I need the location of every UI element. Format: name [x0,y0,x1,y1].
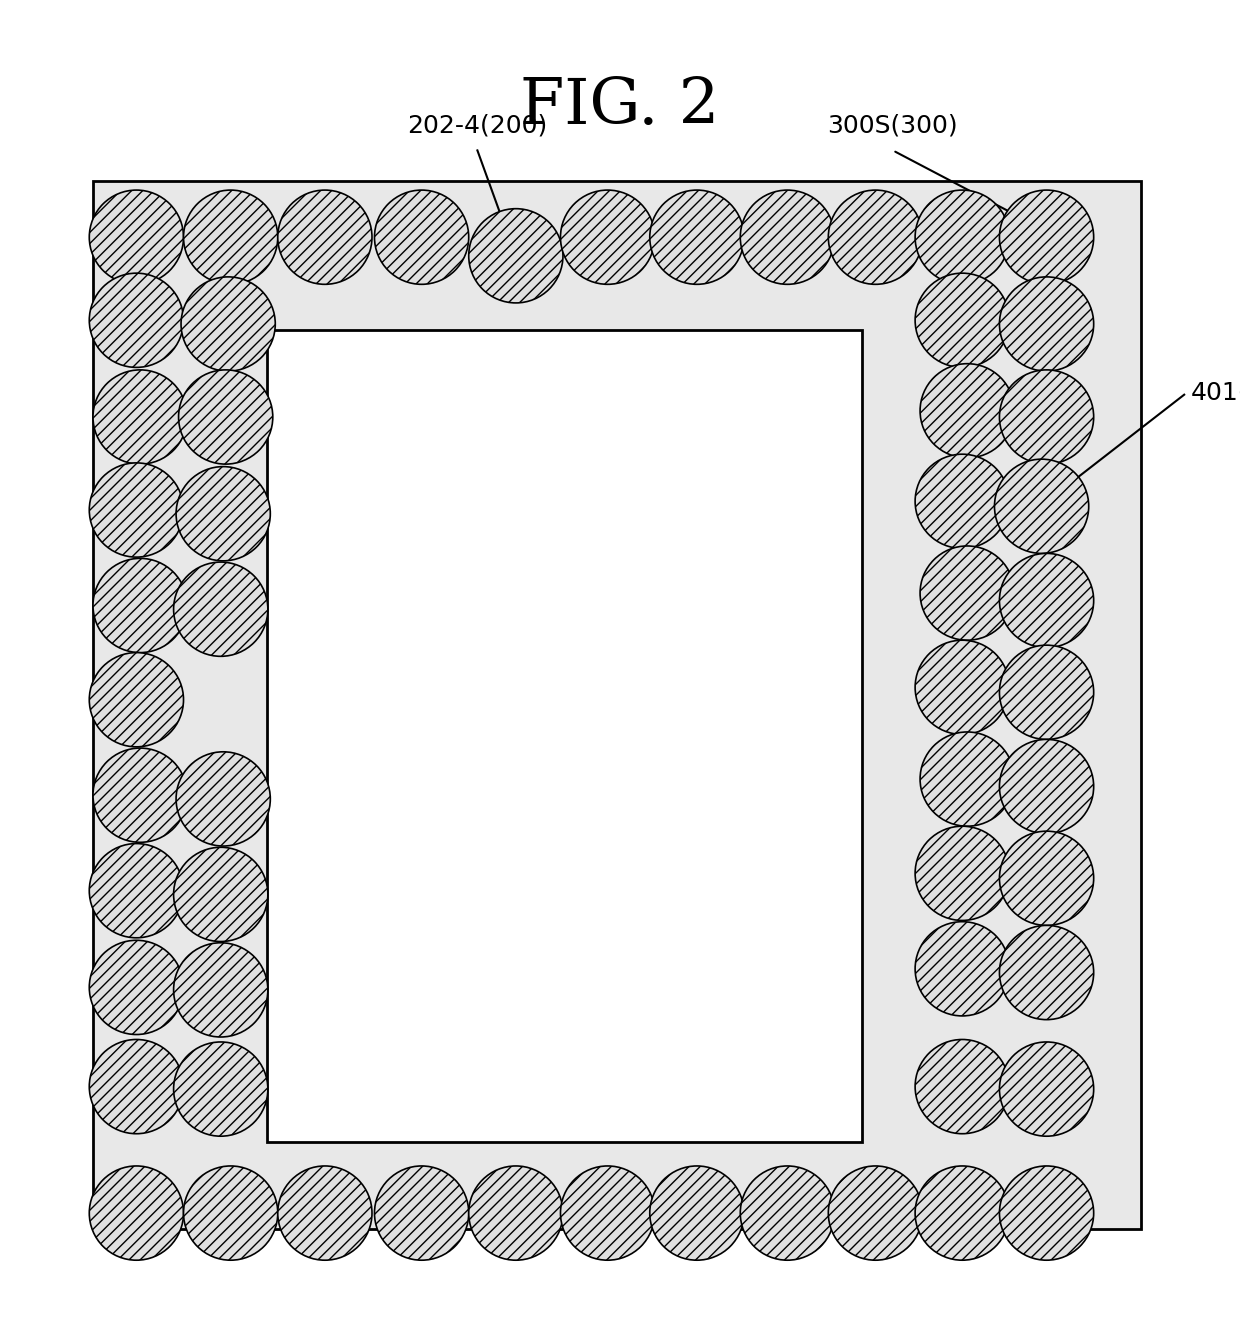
Circle shape [174,563,268,656]
Circle shape [920,363,1014,458]
Circle shape [174,847,268,942]
Circle shape [740,1166,835,1261]
Circle shape [93,747,187,842]
Circle shape [374,1166,469,1261]
Circle shape [915,1040,1009,1133]
Circle shape [999,277,1094,371]
Circle shape [89,190,184,285]
Circle shape [999,1166,1094,1261]
Circle shape [89,653,184,747]
Circle shape [89,940,184,1035]
Circle shape [915,273,1009,367]
Circle shape [999,926,1094,1020]
Circle shape [469,209,563,303]
Circle shape [174,943,268,1037]
Circle shape [915,640,1009,734]
Circle shape [89,1166,184,1261]
Text: 202-4(200): 202-4(200) [407,114,548,138]
Circle shape [184,1166,278,1261]
Circle shape [915,455,1009,548]
Circle shape [89,463,184,557]
Circle shape [920,545,1014,640]
Circle shape [93,370,187,464]
Circle shape [181,277,275,371]
Circle shape [915,922,1009,1016]
Circle shape [93,559,187,653]
Circle shape [179,370,273,464]
Circle shape [184,190,278,285]
Circle shape [999,370,1094,464]
Circle shape [999,645,1094,739]
Circle shape [560,190,655,285]
Circle shape [650,1166,744,1261]
Circle shape [915,826,1009,920]
Circle shape [278,1166,372,1261]
Circle shape [89,843,184,938]
Circle shape [176,751,270,846]
Circle shape [920,732,1014,826]
Circle shape [469,1166,563,1261]
Circle shape [89,1040,184,1133]
Text: FIG. 2: FIG. 2 [521,76,719,137]
Circle shape [999,739,1094,834]
Circle shape [828,190,923,285]
Circle shape [915,190,1009,285]
Circle shape [650,190,744,285]
Circle shape [999,831,1094,926]
Circle shape [560,1166,655,1261]
Circle shape [89,273,184,367]
Bar [267,330,862,1142]
Text: 401(400): 401(400) [1190,380,1240,404]
Bar [93,181,1141,1229]
Text: 300S(300): 300S(300) [827,114,959,138]
Circle shape [915,1166,1009,1261]
Circle shape [999,553,1094,648]
Circle shape [999,1041,1094,1136]
Circle shape [374,190,469,285]
Circle shape [828,1166,923,1261]
Circle shape [278,190,372,285]
Circle shape [999,190,1094,285]
Circle shape [176,467,270,561]
Circle shape [994,459,1089,553]
Circle shape [740,190,835,285]
Circle shape [174,1041,268,1136]
